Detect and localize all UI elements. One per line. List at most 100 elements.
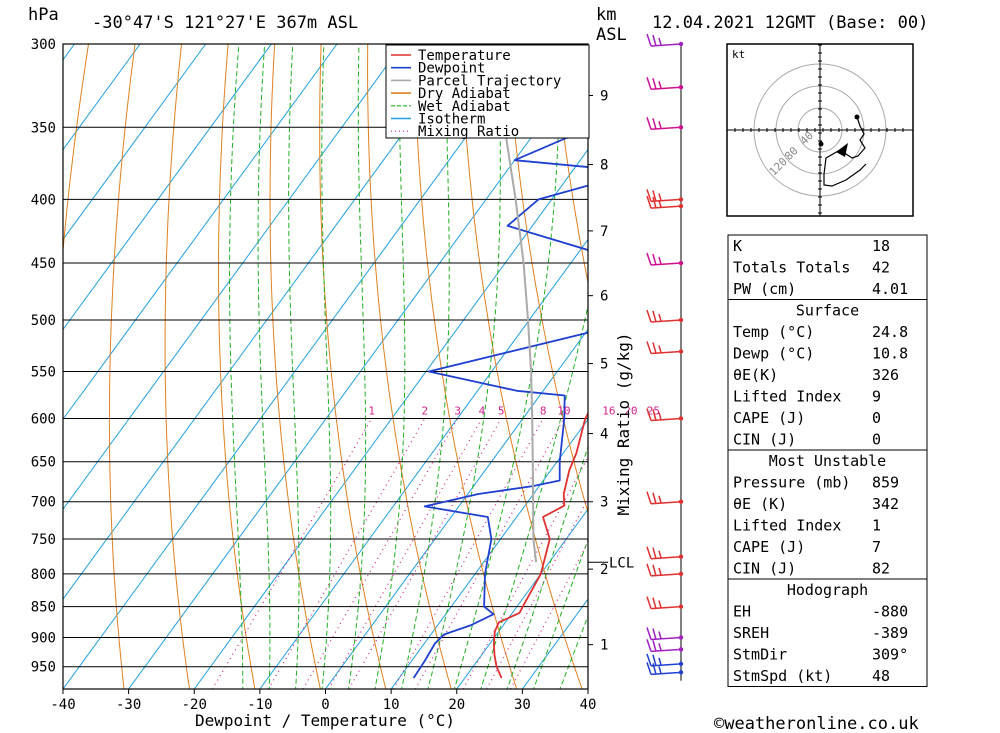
table-row-value: 18 — [872, 237, 890, 255]
table-row-label: Dewp (°C) — [733, 345, 814, 363]
dry-adiabat-line — [506, 44, 588, 515]
isotherm-line — [63, 44, 141, 151]
temperature-tick-label: 0 — [321, 697, 329, 713]
dry-adiabat-line — [413, 44, 518, 689]
mixing-ratio-line — [510, 541, 588, 689]
mixing-ratio-label: 16 — [602, 404, 615, 417]
isotherm-line — [325, 328, 588, 689]
dewpoint-line — [412, 127, 588, 679]
table-row-value: 24.8 — [872, 323, 908, 341]
table-row-label: EH — [733, 603, 751, 621]
wind-barb-flag — [652, 310, 657, 323]
wet-adiabat-line — [321, 44, 332, 689]
height-km-tick-label: 4 — [600, 427, 608, 443]
plot-area — [63, 44, 1000, 689]
temperature-tick-label: -40 — [50, 697, 75, 713]
mixing-ratio-labels: 1 2 3 4 5 8 10 16 20 25 — [368, 404, 660, 417]
temperature-tick-label: 10 — [383, 697, 400, 713]
x-axis-label: Dewpoint / Temperature (°C) — [195, 711, 455, 730]
wind-barb-flag — [646, 639, 652, 652]
wet-adiabat-line — [257, 44, 271, 689]
pressure-tick-label: 900 — [31, 631, 56, 647]
wind-barb-flag — [646, 662, 652, 675]
wind-barb-flag — [652, 492, 657, 504]
table-section-title: Surface — [796, 302, 859, 320]
wind-barb-flag — [658, 600, 662, 608]
table-row-value: 0 — [872, 409, 881, 427]
wind-barb-flag — [646, 309, 652, 323]
wet-adiabat-line — [374, 44, 406, 689]
mixing-ratio-label: 8 — [540, 404, 547, 417]
legend-box — [385, 44, 590, 139]
mixing-ratio-label: 10 — [557, 404, 570, 417]
wind-barb-flag — [658, 666, 662, 674]
height-km-tick-label: 3 — [600, 495, 608, 511]
mixing-ratio-label: 5 — [498, 404, 505, 417]
temperature-tick-labels: -40 -30 -20 -10 0 10 20 30 40 — [50, 689, 596, 713]
table-section-title: Hodograph — [787, 581, 868, 599]
wet-adiabat-line — [506, 445, 588, 689]
wet-adiabat-line — [453, 44, 561, 689]
dry-adiabat-line — [367, 44, 452, 689]
height-km-tick-label: 6 — [600, 289, 608, 305]
dry-adiabat-line — [63, 44, 89, 256]
wind-barb-flag — [658, 657, 662, 666]
wet-adiabat-line — [348, 44, 367, 689]
table-row-label: Lifted Index — [733, 388, 841, 406]
wind-barb-flag — [646, 77, 652, 90]
isotherm-line — [456, 508, 588, 689]
table-row-label: K — [733, 237, 742, 255]
wind-barb-flag — [658, 121, 662, 129]
wind-barb-point — [678, 499, 684, 504]
wet-adiabat-line — [229, 44, 244, 689]
table-row-label: Temp (°C) — [733, 323, 814, 341]
wind-barb-flag — [652, 190, 657, 202]
legend-entry: Isotherm — [418, 112, 485, 128]
pressure-tick-label: 650 — [31, 455, 56, 471]
mixing-ratio-label: 20 — [624, 404, 637, 417]
table-section — [727, 578, 928, 687]
table-section — [727, 299, 928, 451]
wet-adiabat-line — [427, 44, 501, 689]
table-row-value: 859 — [872, 474, 899, 492]
lcl-label: LCL — [609, 555, 634, 571]
height-km-tick-label: 1 — [600, 638, 608, 654]
table-row-value: -389 — [872, 624, 908, 642]
wind-barb-flag — [646, 341, 652, 354]
km-unit-label: km — [596, 5, 616, 25]
height-km-tick-label: 8 — [600, 158, 608, 174]
wind-barb-flag — [652, 564, 657, 577]
temperature-tick-label: -30 — [116, 697, 141, 713]
wind-barb-flag — [658, 412, 662, 420]
table-row-label: θE (K) — [733, 495, 787, 513]
legend-entry: Mixing Ratio — [418, 124, 519, 140]
mixing-ratio-label: 4 — [479, 404, 486, 417]
temperature-line — [493, 411, 588, 679]
hodograph-unit-label: kt — [732, 48, 745, 61]
pressure-tick-label: 450 — [31, 256, 56, 272]
wind-barb-flag — [658, 199, 662, 208]
isotherm-line — [63, 44, 207, 241]
wind-barb-flag — [646, 117, 652, 130]
dry-adiabat-line — [164, 44, 190, 689]
dry-adiabat-line — [319, 44, 387, 689]
wind-barb-flag — [652, 78, 657, 90]
dry-adiabat-line — [218, 44, 256, 689]
wind-barb-flag — [652, 196, 657, 209]
wind-barb-flag — [658, 256, 662, 265]
parcel-trajectory-line — [488, 44, 538, 563]
isotherm-line — [63, 44, 272, 331]
temperature-tick-label: 40 — [580, 697, 597, 713]
wet-adiabat-line — [480, 303, 588, 689]
mixing-ratio-label: 3 — [454, 404, 461, 417]
dry-adiabat-line — [269, 44, 321, 689]
table-section — [727, 449, 928, 580]
dry-adiabat-line — [926, 44, 1000, 689]
hodograph-top-point — [854, 114, 860, 120]
mixing-ratio-axis-label: Mixing Ratio (g/kg) — [614, 332, 633, 515]
temperature-tick-label: -20 — [182, 697, 207, 713]
table-row-label: SREH — [733, 624, 769, 642]
